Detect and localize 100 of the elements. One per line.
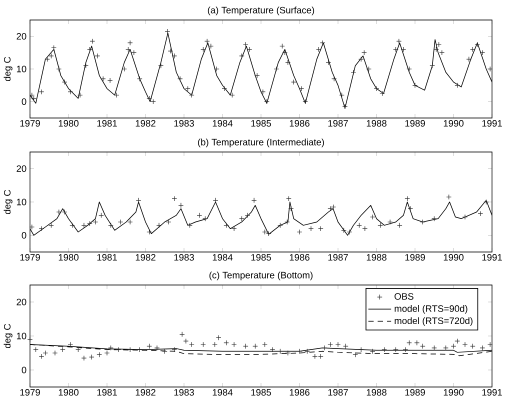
point [341, 228, 347, 234]
point [202, 216, 208, 222]
legend-label: OBS [394, 293, 414, 300]
legend-label: model (RTS=720d) [394, 317, 472, 326]
x-tick-label: 1989 [405, 389, 425, 396]
point [162, 348, 168, 354]
point [270, 346, 276, 352]
point [146, 344, 152, 349]
point [38, 226, 44, 232]
point [116, 346, 122, 352]
y-tick-label: 20 [16, 33, 26, 40]
chart-title: (c) Temperature (Bottom) [209, 272, 313, 280]
x-tick-label: 1986 [290, 120, 310, 127]
x-tick-label: 1980 [58, 120, 79, 127]
point [56, 209, 62, 215]
point [318, 226, 324, 232]
x-tick-label: 1987 [328, 389, 348, 396]
point [108, 222, 114, 228]
point [224, 340, 229, 346]
point [278, 348, 283, 354]
point [328, 342, 334, 348]
point [304, 348, 310, 354]
point [172, 196, 178, 202]
point [346, 229, 352, 235]
x-tick-label: 1981 [97, 254, 117, 261]
point [104, 350, 110, 356]
point [285, 350, 291, 356]
chart-title: (a) Temperature (Surface) [208, 6, 314, 16]
point [216, 335, 222, 340]
point [454, 338, 460, 344]
point [81, 355, 87, 361]
point [231, 226, 237, 232]
point [356, 222, 362, 228]
x-tick-label: 1985 [251, 389, 271, 396]
point [178, 202, 184, 208]
x-tick-label: 1983 [174, 389, 194, 396]
point [42, 350, 48, 356]
x-tick-label: 1982 [136, 254, 156, 261]
x-tick-label: 1990 [444, 389, 464, 396]
point [296, 229, 302, 235]
x-tick-label: 1979 [20, 120, 40, 127]
point [242, 344, 248, 349]
y-tick-label: 20 [16, 165, 26, 172]
point [370, 348, 376, 354]
point [92, 219, 98, 225]
x-tick-label: 1984 [212, 254, 233, 261]
point [396, 222, 402, 228]
point [387, 219, 393, 225]
point [352, 352, 358, 358]
point [480, 345, 486, 351]
point [29, 224, 35, 230]
x-tick-label: 1983 [174, 120, 194, 127]
point [172, 346, 178, 352]
x-tick-label: 1990 [444, 120, 464, 127]
point [278, 222, 283, 228]
y-tick-label: 0 [22, 232, 26, 239]
point [358, 346, 364, 352]
point [166, 219, 172, 225]
point [462, 342, 468, 348]
point [318, 354, 324, 360]
point [362, 226, 368, 232]
x-tick-label: 1979 [20, 389, 40, 396]
point [48, 222, 54, 228]
x-tick-label: 1981 [97, 389, 117, 396]
point [127, 219, 133, 225]
x-tick-label: 1986 [290, 254, 310, 261]
point [262, 229, 268, 235]
point [484, 199, 489, 205]
point [462, 214, 468, 220]
point [62, 209, 68, 215]
point [288, 206, 294, 212]
x-tick-label: 1979 [20, 254, 40, 261]
point [470, 344, 476, 349]
point [146, 229, 152, 235]
point [70, 222, 75, 228]
x-tick-label: 1980 [58, 389, 79, 396]
point [343, 344, 348, 349]
x-tick-label: 1991 [482, 389, 502, 396]
point [378, 222, 383, 228]
x-tick-label: 1990 [444, 254, 464, 261]
x-tick-label: 1984 [212, 389, 233, 396]
point [450, 344, 456, 349]
x-tick-label: 1980 [58, 254, 79, 261]
point [127, 346, 133, 352]
point [38, 354, 44, 360]
point [118, 219, 124, 225]
point [443, 345, 449, 351]
point [52, 350, 58, 356]
x-tick-label: 1987 [328, 254, 348, 261]
point [98, 212, 104, 218]
point [231, 342, 237, 348]
point [284, 219, 290, 225]
x-tick-label: 1984 [212, 120, 233, 127]
y-tick-label: 20 [16, 298, 26, 306]
point [370, 214, 376, 220]
point [406, 340, 412, 346]
point [196, 212, 202, 218]
x-tick-label: 1982 [136, 389, 156, 396]
point [212, 342, 218, 348]
y-tick-label: 0 [22, 366, 26, 374]
